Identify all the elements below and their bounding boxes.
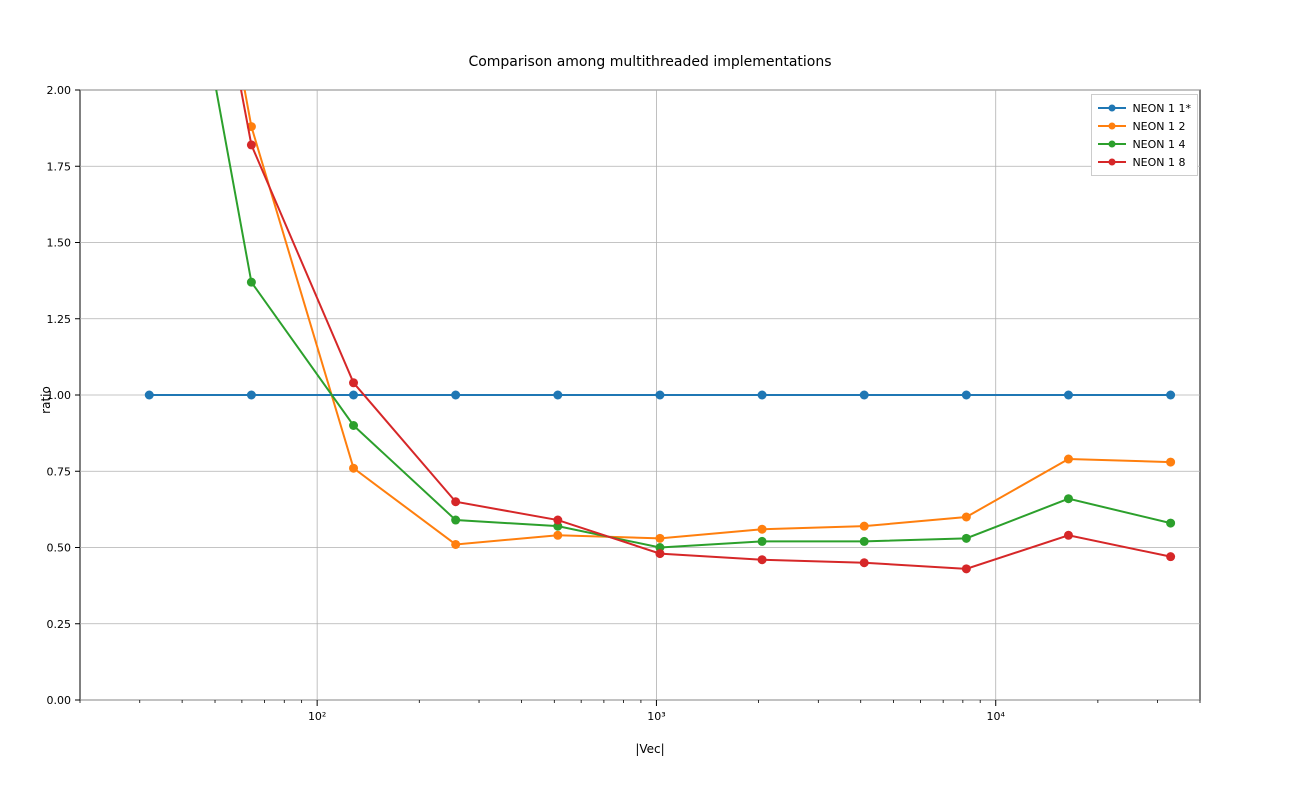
series-marker xyxy=(962,513,971,522)
series-marker xyxy=(1064,455,1073,464)
ytick-label: 1.25 xyxy=(47,313,72,326)
series-marker xyxy=(655,549,664,558)
legend-item: NEON 1 4 xyxy=(1098,135,1191,153)
series-marker xyxy=(962,391,971,400)
series-marker xyxy=(553,531,562,540)
series-marker xyxy=(758,525,767,534)
xtick-label: 10³ xyxy=(647,710,665,723)
series-marker xyxy=(145,391,154,400)
legend-swatch xyxy=(1098,102,1126,114)
series-line xyxy=(149,0,1170,569)
series-marker xyxy=(962,534,971,543)
legend-item: NEON 1 2 xyxy=(1098,117,1191,135)
legend-item: NEON 1 8 xyxy=(1098,153,1191,171)
figure: Comparison among multithreaded implement… xyxy=(0,0,1300,800)
series-marker xyxy=(758,391,767,400)
series-marker xyxy=(451,540,460,549)
series-marker xyxy=(860,537,869,546)
ytick-label: 1.75 xyxy=(47,160,72,173)
series-marker xyxy=(553,516,562,525)
series-marker xyxy=(1064,494,1073,503)
series-marker xyxy=(247,391,256,400)
series-marker xyxy=(655,534,664,543)
series-marker xyxy=(1064,391,1073,400)
series-marker xyxy=(349,464,358,473)
series-marker xyxy=(860,522,869,531)
series-marker xyxy=(553,391,562,400)
legend-label: NEON 1 8 xyxy=(1132,156,1185,169)
legend-item: NEON 1 1* xyxy=(1098,99,1191,117)
ytick-label: 0.75 xyxy=(47,465,72,478)
series-marker xyxy=(1166,519,1175,528)
series-marker xyxy=(247,278,256,287)
series-line xyxy=(149,0,1170,548)
legend-swatch xyxy=(1098,120,1126,132)
series-marker xyxy=(1166,391,1175,400)
series-marker xyxy=(1166,552,1175,561)
legend-swatch xyxy=(1098,156,1126,168)
series-marker xyxy=(451,391,460,400)
ytick-label: 1.50 xyxy=(47,237,72,250)
series-marker xyxy=(860,558,869,567)
series-group xyxy=(145,0,1175,573)
legend: NEON 1 1* NEON 1 2 NEON 1 4 NEON 1 8 xyxy=(1091,94,1198,176)
ytick-label: 0.25 xyxy=(47,618,72,631)
series-marker xyxy=(247,140,256,149)
xtick-label: 10⁴ xyxy=(987,710,1006,723)
legend-label: NEON 1 2 xyxy=(1132,120,1185,133)
ytick-label: 2.00 xyxy=(47,84,72,97)
legend-swatch xyxy=(1098,138,1126,150)
series-marker xyxy=(1064,531,1073,540)
series-marker xyxy=(758,555,767,564)
series-marker xyxy=(1166,458,1175,467)
series-marker xyxy=(451,497,460,506)
series-marker xyxy=(962,564,971,573)
legend-label: NEON 1 4 xyxy=(1132,138,1185,151)
series-marker xyxy=(860,391,869,400)
series-marker xyxy=(349,378,358,387)
series-marker xyxy=(655,391,664,400)
ytick-label: 1.00 xyxy=(47,389,72,402)
ytick-label: 0.00 xyxy=(47,694,72,707)
series-marker xyxy=(758,537,767,546)
series-marker xyxy=(451,516,460,525)
series-marker xyxy=(349,391,358,400)
legend-label: NEON 1 1* xyxy=(1132,102,1191,115)
series-line xyxy=(149,0,1170,544)
series-marker xyxy=(349,421,358,430)
xtick-label: 10² xyxy=(308,710,326,723)
ytick-label: 0.50 xyxy=(47,542,72,555)
